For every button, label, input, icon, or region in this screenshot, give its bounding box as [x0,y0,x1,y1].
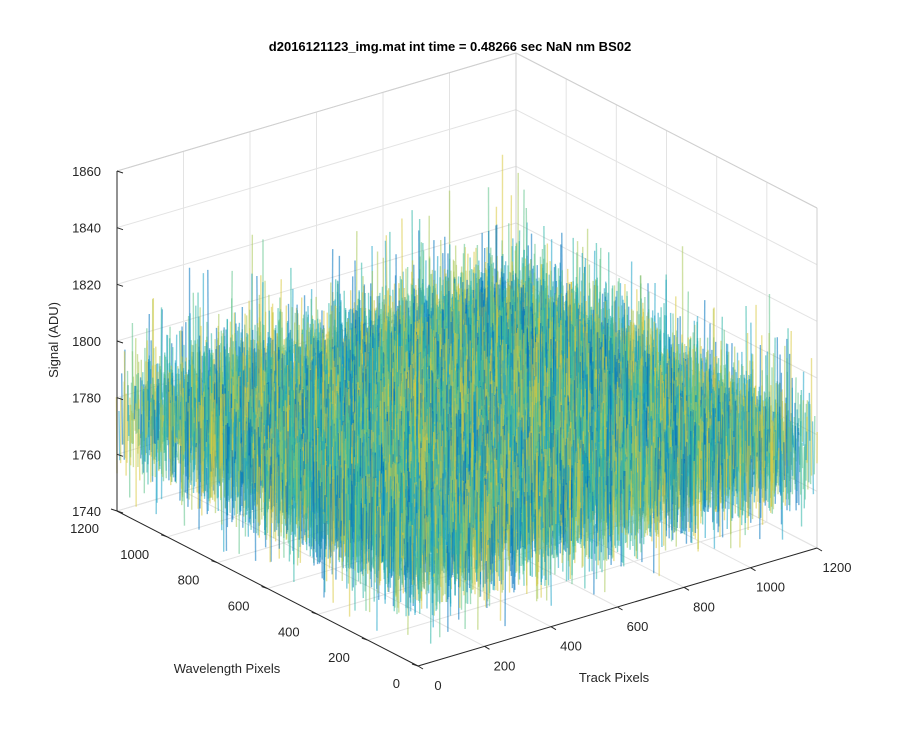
surface-strand [774,459,777,504]
surface-strand [694,435,697,525]
surface-strand [686,469,689,488]
surface-strand [802,447,805,490]
surface-strand [675,463,679,532]
surface-strand [716,443,719,481]
surface-strand [715,363,718,507]
surface-strand [811,421,815,495]
surface-strand [789,421,792,512]
surface-mesh [115,154,818,644]
surface-strand [665,388,669,498]
surface-strand [781,454,784,540]
surface-strand [756,437,759,455]
surface-strand [785,467,788,500]
surface-strand [761,335,764,525]
surface-strand [670,453,673,503]
surface-strand [678,395,681,508]
surface-strand [787,328,790,506]
surface-strand [679,419,682,512]
floor-grid-line [367,521,767,641]
surface-strand [731,465,734,518]
surface-strand [786,358,789,460]
back-grid-line [116,165,517,285]
surface-strand [726,458,729,530]
surface-strand [721,414,724,475]
surface-strand [706,472,709,506]
surface-strand [739,430,742,464]
surface-strand [766,429,769,452]
side-grid-line [515,165,818,322]
surface-strand [763,460,766,469]
surface-strand [747,445,750,531]
back-grid-line [116,109,517,229]
surface-strand [813,415,816,475]
surface-strand [741,351,744,455]
surface-strand [779,419,782,494]
box-edge [116,52,517,172]
surface-strand [699,460,702,511]
surface-strand [741,462,744,516]
surface-strand [783,442,786,480]
surface-strand [707,443,710,494]
surface-strand [764,427,767,501]
surface-strand [667,448,670,500]
surface-strand [749,464,752,492]
surface-strand [780,391,783,452]
surface-strand [701,442,704,525]
surface-strand [801,400,805,442]
surface-strand [665,482,668,500]
surface-strand [803,412,806,509]
surface-strand [744,411,747,523]
surface-strand [799,421,802,473]
surface-strand [739,466,742,548]
surface-strand [772,455,776,461]
surface-strand [801,443,804,469]
box-edge [515,52,818,209]
surface-strand [752,471,755,475]
surface-strand [769,431,772,454]
surface-strand [750,435,753,460]
surface-strand [760,437,763,518]
side-grid-line [515,109,818,266]
surface-strand [768,445,771,509]
surface-strand [660,442,663,492]
